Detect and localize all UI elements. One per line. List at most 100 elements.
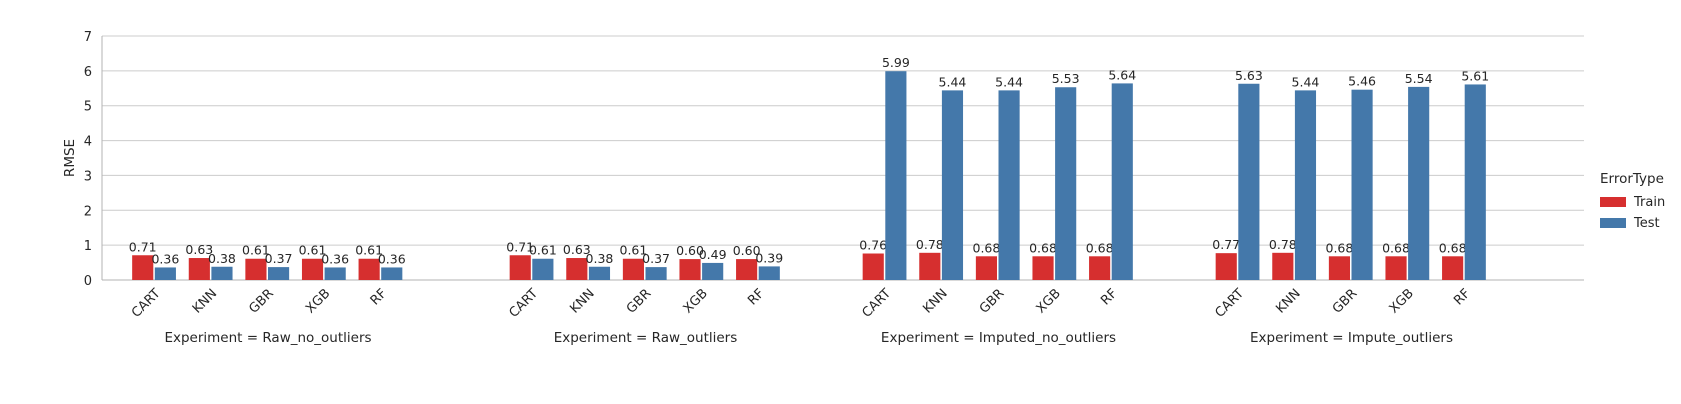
y-tick-label: 3 [84,169,92,184]
x-tick-label: XGB [681,286,711,316]
data-label: 5.53 [1052,71,1080,86]
data-label: 0.60 [676,243,704,258]
data-label: 0.37 [265,251,293,266]
data-label: 5.46 [1348,74,1376,89]
panel-title: Experiment = Impute_outliers [1250,330,1453,346]
bar-train [1385,256,1407,280]
x-tick-label: RF [745,286,767,308]
bar-train [1089,256,1111,280]
data-label: 5.99 [882,55,910,70]
data-label: 0.39 [755,250,783,265]
data-label: 0.60 [733,243,761,258]
x-tick-label: XGB [303,286,333,316]
bar-train [509,255,531,280]
bar-train [245,258,267,280]
panel-title: Experiment = Raw_outliers [554,330,738,346]
data-label: 5.44 [1292,74,1320,89]
bar-test [998,90,1020,281]
bar-train [1032,256,1054,280]
bar-train [132,255,154,280]
data-label: 0.76 [859,238,887,253]
x-tick-label: KNN [567,286,597,316]
data-label: 0.61 [355,243,383,258]
x-tick-label: KNN [920,286,950,316]
bar-test [381,267,403,280]
bar-train [358,258,380,280]
bar-train [736,259,758,280]
bar-test [1294,90,1317,281]
legend-swatch-train [1600,197,1626,207]
bar-test [885,71,907,280]
x-tick-label: CART [129,286,164,321]
data-label: 0.61 [620,243,648,258]
y-tick-label: 2 [84,204,92,219]
bar-test [1464,84,1486,280]
bar-test [532,258,554,280]
data-label: 5.44 [995,74,1023,89]
bar-test [588,266,611,280]
data-label: 0.63 [185,242,213,257]
data-label: 0.68 [1439,240,1467,255]
bar-train [1215,253,1237,280]
legend-swatch-test [1600,218,1626,228]
data-label: 0.71 [129,239,157,254]
bar-test [211,266,233,280]
x-tick-label: RF [1451,286,1473,308]
data-label: 0.63 [563,242,591,257]
data-label: 5.44 [939,74,967,89]
x-tick-label: CART [1212,286,1247,321]
bar-train [622,258,644,280]
bar-train [862,253,884,280]
legend-title: ErrorType [1600,171,1664,187]
data-label: 0.77 [1212,237,1240,252]
bar-train [301,258,324,280]
y-tick-label: 7 [84,30,92,45]
bar-train [566,258,588,280]
data-label: 5.61 [1461,68,1489,83]
x-tick-label: XGB [1034,286,1064,316]
data-label: 0.78 [916,237,944,252]
data-label: 0.68 [1382,240,1410,255]
bar-train [188,258,210,280]
data-label: 0.68 [1326,240,1354,255]
data-label: 0.38 [586,251,614,266]
data-label: 0.78 [1269,237,1297,252]
x-tick-label: RF [368,286,390,308]
bar-test [941,90,964,281]
bar-train [679,259,701,280]
y-tick-label: 1 [84,239,92,254]
panel-title: Experiment = Imputed_no_outliers [881,330,1116,346]
y-tick-label: 5 [84,100,92,115]
data-label: 5.63 [1235,68,1263,83]
y-axis-title: RMSE [62,139,78,177]
data-label: 0.68 [1029,240,1057,255]
legend-label-test: Test [1633,216,1660,231]
data-label: 0.61 [242,243,270,258]
x-tick-label: GBR [1330,286,1360,316]
y-tick-label: 4 [84,135,92,150]
data-label: 0.36 [378,251,406,266]
data-label: 0.38 [208,251,236,266]
x-tick-label: KNN [190,286,220,316]
bar-test [1351,89,1373,281]
bar-train [1272,252,1294,280]
data-label: 0.68 [1086,240,1114,255]
bar-test [268,267,290,280]
data-label: 5.54 [1405,71,1433,86]
bar-test [1055,87,1077,281]
x-tick-label: RF [1098,286,1120,308]
data-label: 0.49 [699,247,727,262]
data-label: 0.37 [642,251,670,266]
data-label: 0.61 [299,243,327,258]
data-label: 0.71 [506,239,534,254]
bar-test [1408,86,1430,281]
x-tick-label: GBR [977,286,1007,316]
bar-test [154,267,176,280]
bar-train [975,256,997,280]
bar-test [645,267,667,280]
bar-train [1328,256,1350,280]
bar-test [1111,83,1133,280]
bar-test [702,262,724,280]
legend-label-train: Train [1633,195,1665,210]
